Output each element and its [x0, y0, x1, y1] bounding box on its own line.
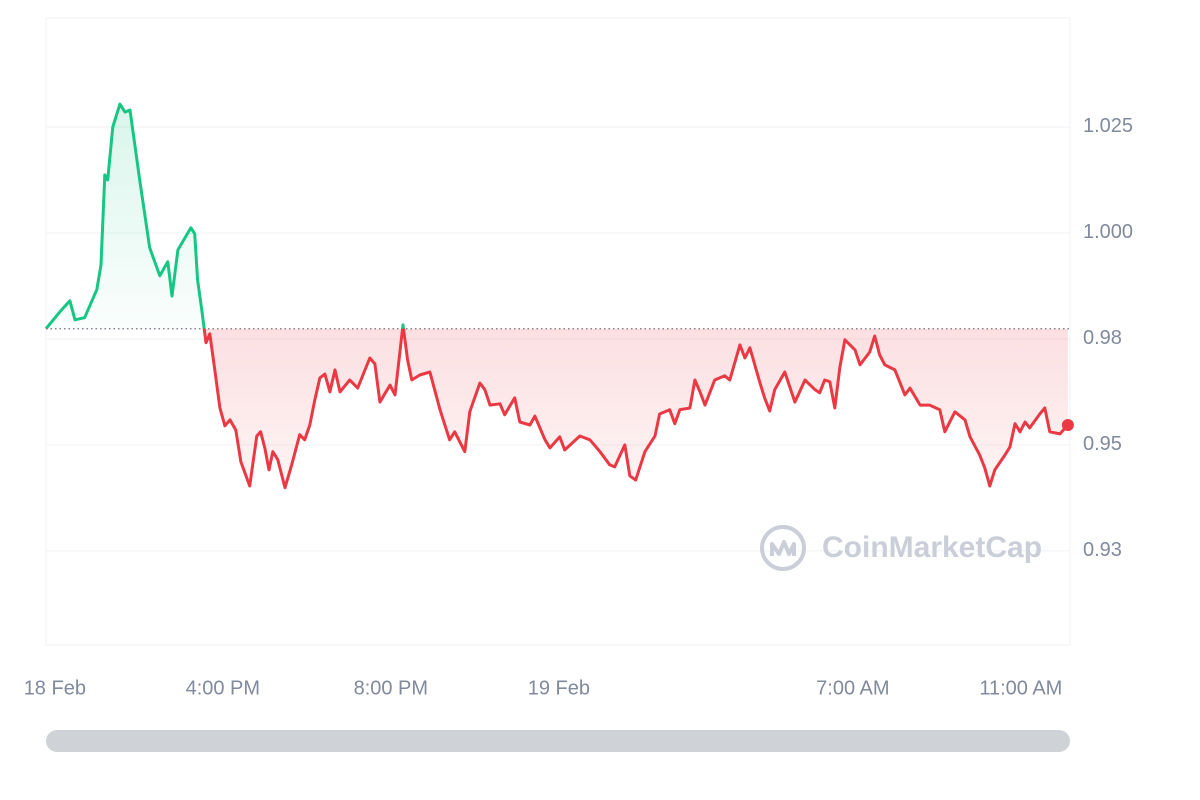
y-tick-label: 0.98	[1083, 327, 1122, 349]
watermark: CoinMarketCap	[822, 531, 1042, 564]
y-tick-label: 0.95	[1083, 433, 1122, 455]
y-tick-label: 0.93	[1083, 539, 1122, 561]
y-tick-label: 1.000	[1083, 221, 1133, 243]
area	[46, 104, 1068, 488]
x-tick-label: 11:00 AM	[979, 677, 1062, 699]
plot-frame	[45, 17, 1071, 646]
x-tick-label: 4:00 PM	[186, 677, 260, 699]
price-line	[44, 102, 1070, 490]
x-tick-label: 18 Feb	[24, 677, 86, 699]
watermark-logo	[760, 525, 806, 571]
last-price-dot	[1061, 418, 1074, 431]
y-tick-label: 1.025	[1083, 115, 1133, 137]
logo-mark	[770, 540, 796, 556]
x-tick-label: 19 Feb	[528, 677, 590, 699]
x-tick-label: 7:00 AM	[816, 677, 889, 699]
x-tick-label: 8:00 PM	[354, 677, 428, 699]
logo-ring	[760, 525, 806, 571]
scrollbar[interactable]	[46, 730, 1070, 752]
